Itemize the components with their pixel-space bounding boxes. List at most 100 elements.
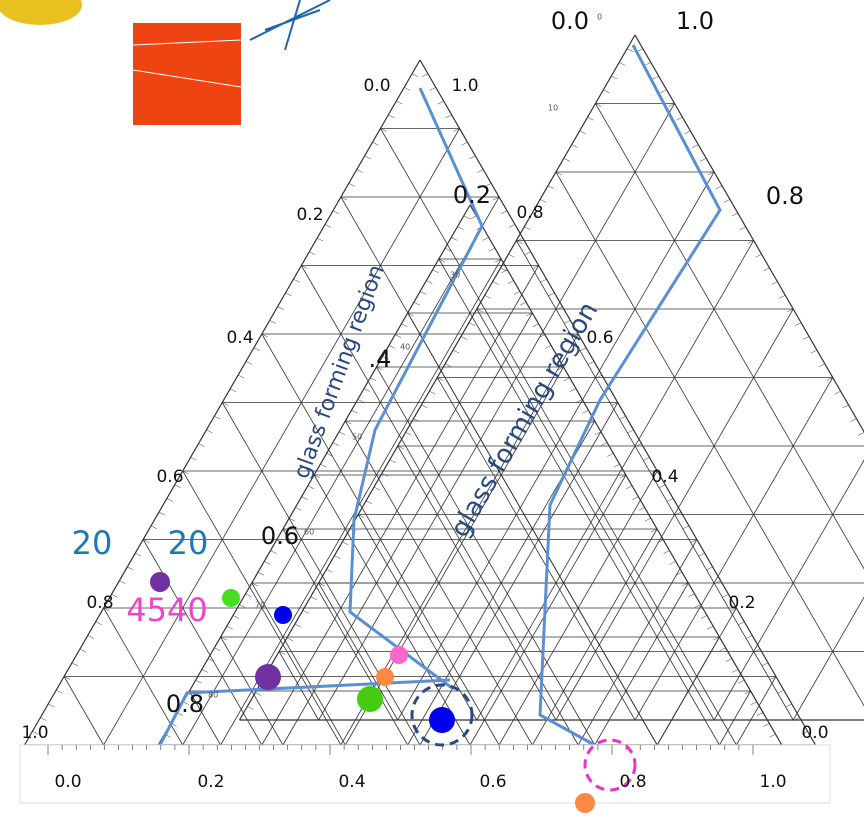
overlay-label: 0.8: [516, 203, 543, 223]
point: [357, 686, 383, 712]
grid-line: [406, 432, 412, 435]
grid-line: [639, 507, 645, 510]
grid-line: [509, 224, 515, 227]
grid-line: [445, 364, 451, 367]
grid-line: [756, 254, 762, 257]
grid-line: [858, 432, 864, 435]
grid-line: [720, 648, 726, 651]
grid-line: [395, 335, 401, 338]
point: [376, 668, 394, 686]
grid-line: [191, 457, 197, 460]
grid-line: [645, 62, 651, 65]
grid-line: [819, 364, 825, 367]
grid-line: [582, 410, 588, 413]
grid-line: [520, 302, 526, 305]
grid-line: [627, 49, 633, 52]
grid-line: [738, 622, 744, 625]
grid-line: [446, 115, 452, 118]
grid-line: [370, 378, 376, 381]
grid-line: [795, 323, 801, 326]
grid-line: [470, 475, 626, 745]
grid-line: [835, 391, 841, 394]
grid-line: [167, 498, 173, 501]
x-tick-label: 0.8: [619, 772, 646, 792]
grid-line: [469, 156, 475, 159]
grid-line: [308, 486, 314, 489]
tick-label: 0.4: [226, 328, 253, 348]
grid-line: [501, 270, 507, 273]
grid-line: [771, 282, 777, 285]
grid-line: [96, 622, 102, 625]
grid-line: [793, 515, 864, 721]
tick-label: 0.4: [651, 467, 678, 487]
grid-line: [262, 266, 539, 746]
grid-line: [119, 581, 125, 584]
grid-line: [493, 282, 499, 285]
grid-line: [736, 677, 776, 746]
grid-line: [202, 669, 208, 672]
grid-line: [286, 293, 292, 296]
grid-line: [657, 540, 663, 543]
logo-blob: [0, 0, 82, 25]
grid-line: [762, 663, 768, 666]
grid-line: [726, 659, 732, 662]
grid-line: [270, 320, 276, 323]
tick-label: 0.0: [363, 76, 390, 96]
grid-line: [501, 211, 507, 214]
grid-line: [127, 567, 133, 570]
grid-line: [254, 348, 260, 351]
overlay-label: 0.2: [453, 181, 491, 209]
tick-label: 0.2: [296, 205, 323, 225]
x-tick-label: 1.0: [759, 772, 786, 792]
grid-line: [601, 443, 607, 446]
grid-line: [470, 216, 476, 219]
grid-line: [786, 704, 792, 707]
grid-line: [489, 248, 495, 251]
grid-line: [314, 475, 470, 745]
point: [390, 646, 408, 664]
minor-tick-label: 80: [208, 691, 218, 700]
grid-line: [614, 464, 620, 467]
grid-line: [366, 501, 372, 504]
grid-line: [645, 518, 651, 521]
grid-line: [738, 680, 744, 683]
grid-line: [311, 597, 317, 600]
minor-tick-label: 30: [450, 271, 460, 280]
point: [429, 707, 455, 733]
grid-line: [414, 302, 420, 305]
x-tick-label: 0.2: [197, 772, 224, 792]
grid-line: [688, 594, 694, 597]
grid-line: [357, 170, 363, 173]
grid-line: [483, 237, 489, 240]
grid-line: [643, 457, 649, 460]
grid-line: [80, 649, 86, 652]
grid-line: [628, 430, 634, 433]
grid-line: [64, 677, 104, 746]
grid-line: [461, 142, 467, 145]
x-tick-label: 0.0: [54, 772, 81, 792]
grid-line: [270, 551, 276, 554]
grid-line: [430, 87, 436, 90]
grid-line: [135, 553, 141, 556]
grid-line: [588, 361, 594, 364]
grid-line: [458, 227, 464, 230]
grid-line: [227, 626, 233, 629]
grid-line: [595, 583, 689, 745]
overlay-label: 0.6: [261, 522, 299, 550]
grid-line: [770, 734, 776, 737]
grid-line: [548, 293, 554, 296]
grid-line: [635, 378, 833, 721]
point: [255, 664, 281, 690]
grid-line: [683, 526, 689, 529]
grid-line: [572, 145, 578, 148]
tick-label: 0.0: [801, 723, 828, 743]
tick-label: 1.0: [21, 723, 48, 743]
grid-line: [619, 62, 625, 65]
grid-line: [40, 718, 46, 721]
tick-label: 1.0: [676, 7, 714, 35]
grid-line: [358, 399, 364, 402]
grid-line: [580, 131, 586, 134]
grid-line: [233, 615, 239, 618]
grid-line: [309, 252, 315, 255]
grid-line: [453, 350, 459, 353]
